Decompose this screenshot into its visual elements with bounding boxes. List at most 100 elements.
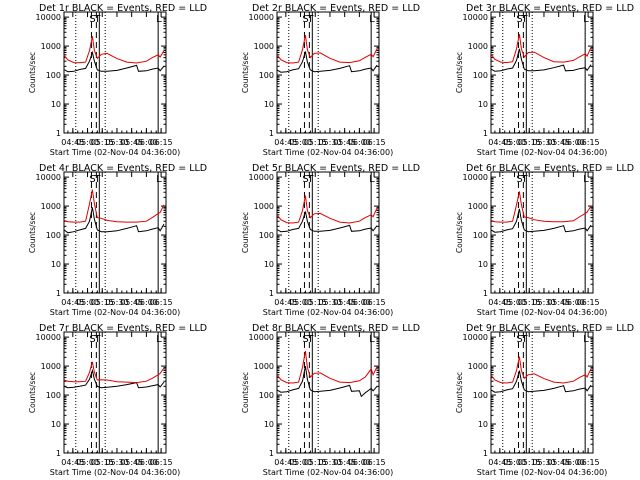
x-axis-label: Start Time (02-Nov-04 04:36:00) (50, 148, 180, 157)
plot-frame (63, 11, 167, 134)
lld-series-line (490, 356, 592, 384)
y-tick-label: 10 (264, 260, 274, 269)
panel-title: Det 2r BLACK = Events, RED = LLD (252, 3, 420, 14)
events-series-line (276, 51, 378, 73)
x-tick-label: 05:30 (105, 458, 128, 467)
y-tick-label: 10000 (463, 173, 488, 182)
event-marker-label: T (93, 14, 101, 25)
events-series-line (276, 211, 378, 233)
x-tick-label: 06:00 (135, 298, 158, 307)
y-tick-label: 10000 (36, 173, 61, 182)
plot-frame (63, 331, 167, 454)
x-tick-label: 06:15 (577, 138, 600, 147)
y-tick-label: 1 (269, 289, 274, 298)
x-tick-label: 05:00 (503, 298, 526, 307)
panel-title: Det 1r BLACK = Events, RED = LLD (39, 3, 207, 14)
x-tick-label: 05:45 (547, 298, 570, 307)
x-tick-label: 05:00 (76, 138, 99, 147)
event-marker-label: T (306, 14, 314, 25)
y-tick-label: 1000 (41, 42, 61, 51)
x-tick-label: 06:00 (562, 138, 585, 147)
panel-title: Det 5r BLACK = Events, RED = LLD (252, 163, 420, 174)
y-tick-label: 10000 (463, 333, 488, 342)
plot-frame (490, 331, 594, 454)
lld-series-line (63, 36, 165, 64)
event-marker-label: L (156, 174, 162, 185)
y-tick-label: 100 (46, 231, 61, 240)
plot-frame (276, 331, 380, 454)
event-marker-label: L (369, 334, 375, 345)
y-tick-label: 10000 (249, 333, 274, 342)
event-marker-label: T (93, 334, 101, 345)
lld-series-line (276, 351, 378, 384)
lld-series-line (490, 34, 592, 64)
event-marker-label: S (302, 334, 308, 345)
lld-series-line (490, 191, 592, 223)
x-tick-label: 05:45 (333, 458, 356, 467)
events-series-line (63, 368, 165, 389)
x-tick-label: 05:15 (518, 458, 541, 467)
events-series-line (490, 370, 592, 393)
lld-series-line (276, 195, 378, 224)
x-tick-label: 05:30 (318, 138, 341, 147)
panel-title: Det 9r BLACK = Events, RED = LLD (466, 323, 634, 334)
x-axis-label: Start Time (02-Nov-04 04:36:00) (50, 308, 180, 317)
x-tick-label: 05:30 (532, 458, 555, 467)
x-tick-label: 05:45 (547, 138, 570, 147)
event-marker-label: T (520, 174, 528, 185)
panel-title: Det 3r BLACK = Events, RED = LLD (466, 3, 634, 14)
y-axis-label: Counts/sec (455, 52, 464, 93)
event-marker-label: T (93, 174, 101, 185)
y-tick-label: 10000 (463, 13, 488, 22)
x-tick-label: 05:15 (518, 138, 541, 147)
event-marker-label: L (156, 14, 162, 25)
y-tick-label: 10 (264, 100, 274, 109)
event-marker-label: S (89, 334, 95, 345)
y-tick-label: 10 (51, 260, 61, 269)
y-tick-label: 100 (473, 231, 488, 240)
y-tick-label: 100 (473, 391, 488, 400)
events-series-line (63, 207, 165, 234)
y-tick-label: 10000 (249, 173, 274, 182)
x-tick-label: 05:45 (547, 458, 570, 467)
x-tick-label: 05:45 (120, 138, 143, 147)
event-marker-label: T (306, 334, 314, 345)
x-tick-label: 06:00 (135, 458, 158, 467)
y-tick-label: 1 (269, 129, 274, 138)
plot-frame (63, 171, 167, 294)
y-tick-label: 1000 (254, 362, 274, 371)
y-tick-label: 100 (259, 391, 274, 400)
y-tick-label: 10000 (36, 333, 61, 342)
y-axis-label: Counts/sec (241, 52, 250, 93)
y-axis-label: Counts/sec (28, 52, 37, 93)
y-tick-label: 10 (478, 420, 488, 429)
x-tick-label: 05:45 (333, 138, 356, 147)
y-tick-label: 1000 (468, 362, 488, 371)
event-marker-label: S (302, 174, 308, 185)
x-tick-label: 05:15 (304, 138, 327, 147)
y-tick-label: 10 (478, 260, 488, 269)
x-tick-label: 05:15 (304, 298, 327, 307)
y-tick-label: 1 (56, 289, 61, 298)
panel-title: Det 8r BLACK = Events, RED = LLD (252, 323, 420, 334)
event-marker-label: L (583, 14, 589, 25)
x-tick-label: 04:45 (274, 138, 297, 147)
y-tick-label: 1 (483, 129, 488, 138)
y-tick-label: 100 (46, 391, 61, 400)
y-axis-label: Counts/sec (455, 212, 464, 253)
plot-frame (490, 11, 594, 134)
event-marker-label: T (520, 14, 528, 25)
event-marker-label: S (516, 174, 522, 185)
y-tick-label: 100 (473, 71, 488, 80)
x-tick-label: 06:15 (150, 458, 173, 467)
x-tick-label: 05:00 (76, 298, 99, 307)
x-axis-label: Start Time (02-Nov-04 04:36:00) (477, 148, 607, 157)
